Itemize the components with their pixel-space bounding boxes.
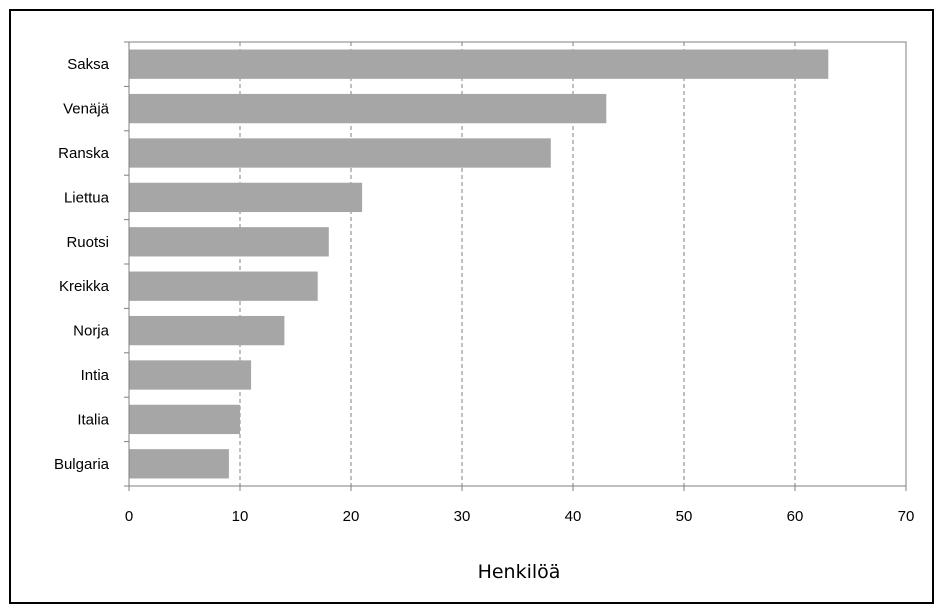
category-label: Norja <box>73 323 110 340</box>
category-label: Venäjä <box>63 101 110 118</box>
category-labels: Saksa Venäjä Ranska Liettua Ruotsi Kreikka Nor… <box>54 56 110 473</box>
bar-ranska <box>129 138 551 168</box>
category-label: Ruotsi <box>66 234 109 251</box>
category-label: Italia <box>77 411 109 428</box>
x-tick-label: 10 <box>232 508 249 525</box>
bar-venäjä <box>129 93 607 124</box>
x-tick-label: 70 <box>898 508 915 525</box>
bar-liettua <box>129 182 363 213</box>
bars <box>129 49 829 479</box>
x-axis-title: Henkilöä <box>478 561 561 583</box>
bar-ruotsi <box>129 227 329 257</box>
x-tick-labels: 0 10 20 30 40 50 60 70 <box>125 508 915 525</box>
x-tick-label: 40 <box>565 508 582 525</box>
bar-norja <box>129 315 285 346</box>
bar-bulgaria <box>129 449 229 479</box>
x-tick-label: 50 <box>676 508 693 525</box>
x-tick-label: 20 <box>343 508 360 525</box>
bar-saksa <box>129 49 829 79</box>
category-label: Saksa <box>67 56 109 73</box>
category-label: Intia <box>81 367 110 384</box>
category-label: Kreikka <box>59 278 110 295</box>
x-tick-label: 30 <box>454 508 471 525</box>
category-label: Bulgaria <box>54 456 110 473</box>
bar-kreikka <box>129 271 318 301</box>
category-label: Ranska <box>58 145 110 162</box>
bar-italia <box>129 404 240 435</box>
x-tick-label: 60 <box>787 508 804 525</box>
axes <box>124 41 907 491</box>
category-label: Liettua <box>64 189 110 206</box>
bar-intia <box>129 360 252 390</box>
x-tick-label: 0 <box>125 508 133 525</box>
